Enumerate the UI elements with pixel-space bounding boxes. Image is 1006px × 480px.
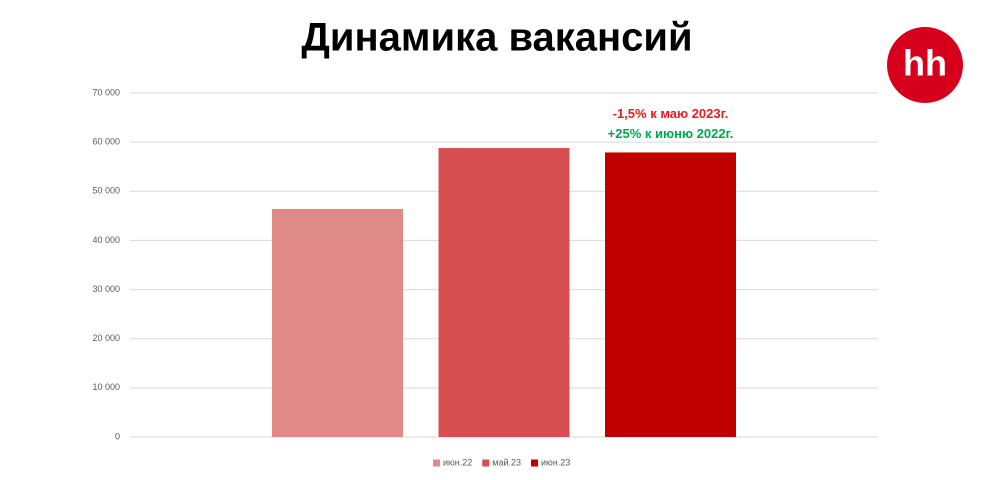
y-tick-label: 70 000 [92, 87, 120, 97]
y-tick-label: 10 000 [92, 382, 120, 392]
bar [438, 148, 570, 438]
annotation: -1,5% к маю 2023г. [613, 106, 729, 121]
legend-label: июн.23 [541, 457, 570, 467]
chart-title: Динамика вакансий [301, 16, 692, 60]
y-tick-label: 30 000 [92, 284, 120, 294]
bar [272, 208, 403, 437]
y-tick-label: 50 000 [92, 186, 120, 196]
legend-swatch [531, 459, 538, 467]
y-tick-label: 60 000 [92, 137, 120, 147]
logo-circle [887, 27, 963, 103]
legend-label: май.23 [492, 457, 521, 467]
bar [605, 152, 736, 437]
legend-swatch [433, 459, 440, 467]
y-tick-label: 40 000 [92, 235, 120, 245]
y-tick-label: 0 [115, 431, 120, 441]
legend-label: июн.22 [443, 457, 472, 467]
y-tick-label: 20 000 [92, 333, 120, 343]
annotation: +25% к июню 2022г. [608, 126, 734, 141]
legend-swatch [482, 459, 490, 467]
logo: hh [903, 43, 947, 84]
